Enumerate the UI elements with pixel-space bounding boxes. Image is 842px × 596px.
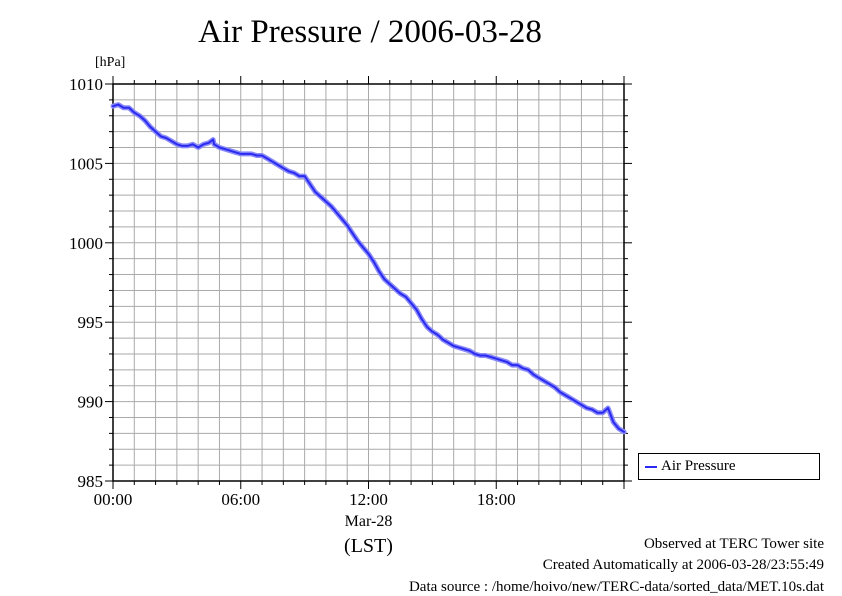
footer-source: Data source : /home/hoivo/new/TERC-data/… — [408, 579, 824, 595]
x-date-label: Mar-28 — [345, 513, 393, 530]
series-line — [112, 103, 625, 433]
y-tick-label: 1000 — [69, 234, 103, 253]
x-tick-label: 00:00 — [94, 490, 133, 509]
y-tick-label: 1010 — [69, 75, 103, 94]
footer-observed: Observed at TERC Tower site — [643, 536, 824, 552]
x-axis-label: (LST) — [344, 535, 393, 557]
y-axis-unit-label: [hPa] — [95, 55, 126, 70]
y-tick-label: 990 — [78, 393, 104, 412]
y-tick-label: 1005 — [69, 154, 103, 173]
legend-label: Air Pressure — [661, 458, 736, 474]
x-tick-label: 18:00 — [477, 490, 516, 509]
legend: Air Pressure — [638, 453, 820, 480]
x-tick-label: 12:00 — [349, 490, 388, 509]
chart-title: Air Pressure / 2006-03-28 — [198, 14, 542, 50]
y-tick-label: 995 — [78, 313, 104, 332]
footer-created: Created Automatically at 2006-03-28/23:5… — [542, 557, 824, 573]
y-tick-label: 985 — [78, 472, 104, 491]
x-tick-label: 06:00 — [221, 490, 260, 509]
legend-line-swatch — [645, 466, 657, 468]
